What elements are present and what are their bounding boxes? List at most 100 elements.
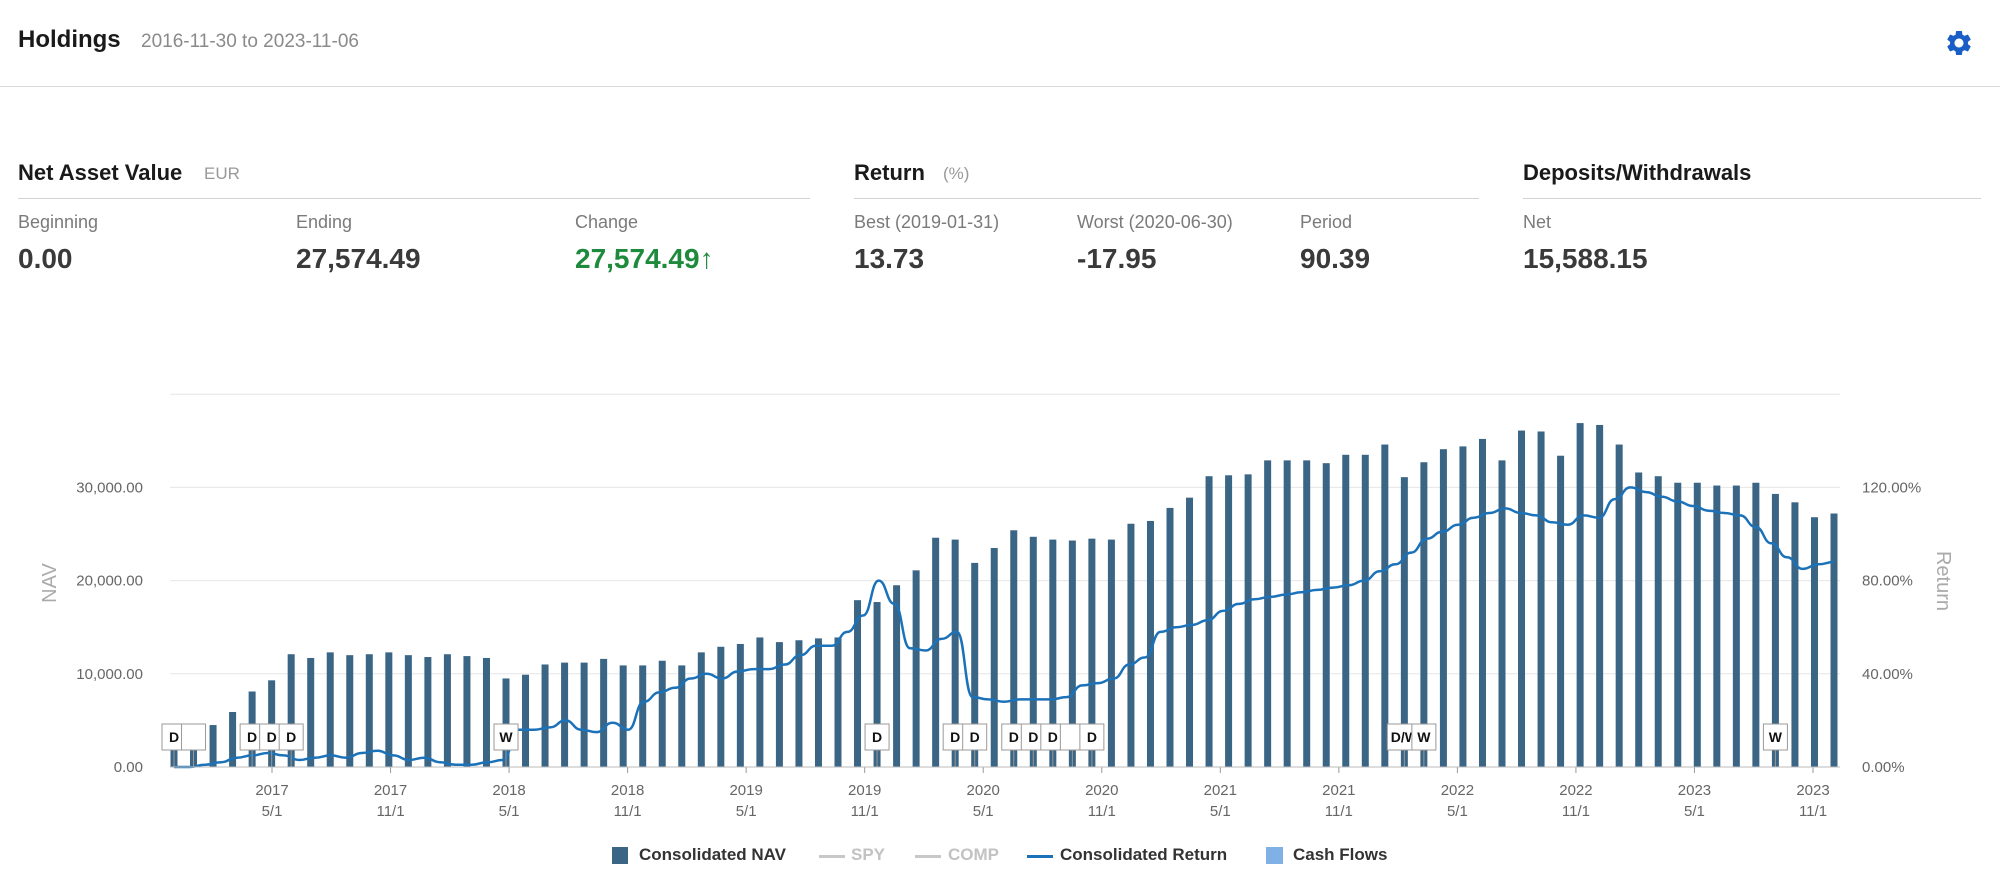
return-worst: Worst (2020-06-30) -17.95 (1077, 212, 1233, 275)
nav-bar (1576, 423, 1584, 767)
nav-bar (287, 654, 295, 767)
legend-cash-flows-swatch (1266, 847, 1283, 864)
nav-bar (365, 654, 373, 767)
nav-bar (1478, 438, 1486, 767)
legend-spy[interactable]: SPY (819, 843, 889, 869)
x-tick-year: 2022 (1441, 782, 1474, 799)
nav-bar (1674, 482, 1682, 767)
nav-bar (1127, 523, 1135, 767)
return-panel-unit: (%) (943, 164, 970, 183)
nav-beginning-label: Beginning (18, 212, 99, 232)
nav-bar (619, 665, 627, 767)
y2-tick-label: 80.00% (1862, 573, 1913, 590)
y-tick-label: 30,000.00 (76, 479, 143, 496)
nav-bar (990, 547, 998, 767)
nav-bar (1771, 493, 1779, 767)
nav-bar (873, 602, 881, 767)
cash-flow-flag-label: D (267, 729, 277, 745)
x-tick-sub: 5/1 (973, 803, 994, 820)
return-period: Period 90.39 (1300, 212, 1370, 275)
x-tick-sub: 5/1 (1210, 803, 1231, 820)
nav-bar (912, 570, 920, 767)
cash-flow-flag-label: D (286, 729, 296, 745)
cash-flow-flag-label: D (950, 729, 960, 745)
nav-bar (346, 655, 354, 767)
y2-tick-label: 120.00% (1862, 479, 1921, 496)
nav-bar (834, 637, 842, 767)
y-axis-title: NAV (39, 563, 61, 603)
nav-beginning: Beginning 0.00 (18, 212, 98, 275)
nav-bar (1225, 475, 1233, 767)
y2-tick-label: 40.00% (1862, 666, 1913, 683)
cash-flow-flag-label: W (499, 729, 513, 745)
x-tick-sub: 5/1 (499, 803, 520, 820)
legend-cash-flows[interactable]: Cash Flows (1266, 843, 1406, 869)
nav-bar (1830, 513, 1838, 767)
nav-bar (424, 657, 432, 767)
page-title: Holdings (18, 26, 121, 53)
nav-bar (736, 643, 744, 767)
nav-bar (463, 656, 471, 767)
legend-comp[interactable]: COMP (915, 843, 1005, 869)
nav-ending: Ending 27,574.49 (296, 212, 421, 275)
y-tick-label: 10,000.00 (76, 666, 143, 683)
nav-bar (814, 638, 822, 767)
nav-bar (795, 640, 803, 767)
return-best: Best (2019-01-31) 13.73 (854, 212, 999, 275)
nav-bar (580, 662, 588, 767)
nav-bar (307, 657, 315, 767)
nav-bar (522, 674, 530, 767)
chart-axes: 0.00 10,000.00 20,000.00 30,000.00 0.00% 40.0… (76, 479, 1921, 820)
chart-grid (170, 393, 1840, 768)
nav-change-value: 27,574.49↑ (575, 243, 714, 274)
nav-bar (1439, 449, 1447, 767)
nav-panel-title: Net Asset Value (18, 160, 183, 185)
nav-bar (1713, 485, 1721, 767)
nav-bar (1400, 477, 1408, 767)
y-tick-label: 20,000.00 (76, 573, 143, 590)
legend-return-swatch (1027, 855, 1053, 858)
cash-flow-flag-label: D (1009, 729, 1019, 745)
legend-spy-label: SPY (851, 845, 886, 864)
nav-bar (1068, 540, 1076, 767)
nav-bar (1693, 482, 1701, 767)
nav-bar (1205, 476, 1213, 767)
legend-return-label: Consolidated Return (1060, 845, 1228, 864)
gear-icon[interactable] (1944, 28, 1974, 58)
x-tick-year: 2021 (1204, 782, 1237, 799)
return-worst-label: Worst (2020-06-30) (1077, 212, 1233, 232)
x-tick-sub: 11/1 (1799, 803, 1827, 820)
x-tick-year: 2018 (611, 782, 644, 799)
cash-flow-flag-label: D (872, 729, 882, 745)
nav-beginning-value: 0.00 (18, 243, 73, 274)
deposits-net-value: 15,588.15 (1523, 243, 1648, 274)
nav-bar (443, 654, 451, 767)
nav-bar (971, 562, 979, 767)
legend-consolidated-return[interactable]: Consolidated Return (1027, 843, 1237, 869)
return-panel: Return (%) Best (2019-01-31) 13.73 Worst… (854, 158, 1479, 274)
x-tick-year: 2018 (492, 782, 525, 799)
nav-bar (1732, 485, 1740, 767)
cash-flow-flag-label: D (169, 729, 179, 745)
x-tick-year: 2022 (1559, 782, 1592, 799)
cash-flow-flag-label: D (970, 729, 980, 745)
nav-bar (697, 652, 705, 767)
nav-bar (1791, 502, 1799, 767)
legend-cash-flows-label: Cash Flows (1293, 845, 1388, 864)
x-tick-sub: 11/1 (614, 803, 642, 820)
nav-ending-label: Ending (296, 212, 353, 232)
legend-consolidated-nav[interactable]: Consolidated NAV (612, 843, 792, 869)
x-tick-year: 2023 (1796, 782, 1829, 799)
legend-nav-swatch (612, 847, 628, 864)
x-tick-sub: 5/1 (1447, 803, 1468, 820)
nav-panel: Net Asset Value EUR Beginning 0.00 Endin… (18, 158, 810, 274)
nav-bar (1498, 460, 1506, 767)
return-line (173, 486, 1835, 769)
x-tick-sub: 11/1 (1562, 803, 1590, 820)
nav-bar (1342, 454, 1350, 767)
legend-nav-label: Consolidated NAV (639, 845, 787, 864)
page-header: Holdings 2016-11-30 to 2023-11-06 (0, 0, 2000, 87)
return-panel-title: Return (854, 160, 925, 185)
